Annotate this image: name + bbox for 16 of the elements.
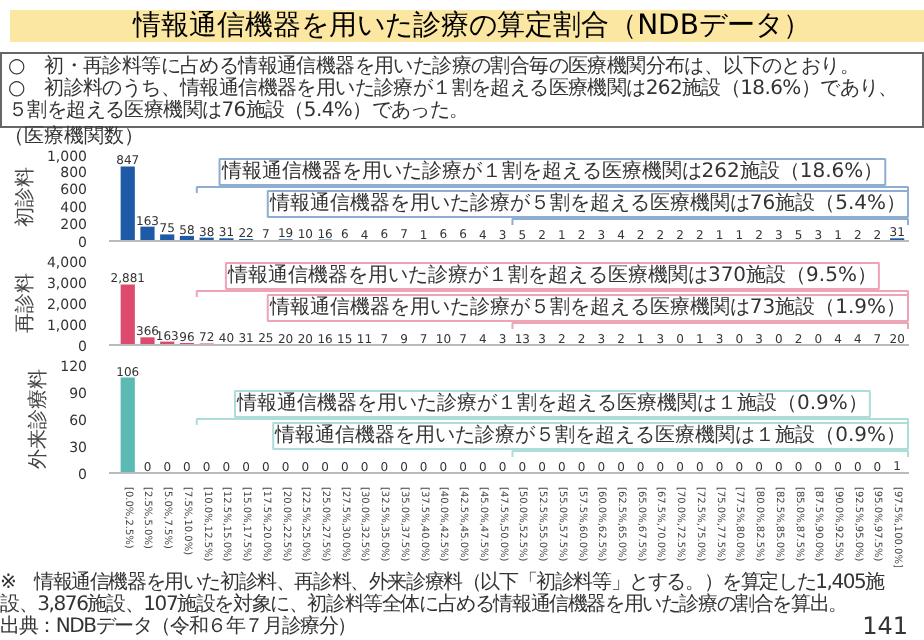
annotation: 情報通信機器を用いた診療が１割を超える医療機関は262施設（18.6%） — [219, 159, 884, 183]
annotation: 情報通信機器を用いた診療が５割を超える医療機関は１施設（0.9%） — [273, 423, 907, 447]
text: ○ 初診料のうち、情報通信機器を用いた診療が１割を超える医療機関は262施設（18.6%）であり、５割を超える医療機関は76施設（5.4%）であった。 — [8, 78, 900, 122]
annotation: 情報通信機器を用いた診療が５割を超える医療機関は76施設（5.4%） — [267, 191, 907, 215]
y-axis-title: 外来診療料 — [26, 369, 51, 469]
text: ※ 情報通信機器を用いた初診料、再診料、外来診療料（以下「初診料等」とする。）を算定した1,405施設、3,876施設、107施設を対象に、初診料等全体に占める情報通信機器を用いた診療の割合を算出。 — [0, 572, 885, 616]
y-axis-title: 再診料 — [12, 273, 37, 333]
text: （医療機関数） — [4, 126, 144, 148]
y-axis-title: 初診料 — [12, 167, 37, 227]
annotation: 情報通信機器を用いた診療が１割を超える医療機関は370施設（9.5%） — [225, 263, 877, 287]
annotation: 情報通信機器を用いた診療が１割を超える医療機関は１施設（0.9%） — [235, 391, 868, 415]
annotation: 情報通信機器を用いた診療が５割を超える医療機関は73施設（1.9%） — [267, 295, 907, 319]
text: 141 — [862, 612, 908, 640]
chart-title: 情報通信機器を用いた診療の算定割合（NDBデータ） — [133, 10, 811, 42]
source-note: 出典：NDBデータ（令和６年７月診療分） — [0, 616, 357, 638]
text: ○ 初・再診料等に占める情報通信機器を用いた診療の割合毎の医療機関分布は、以下のとおり。 — [8, 56, 862, 78]
